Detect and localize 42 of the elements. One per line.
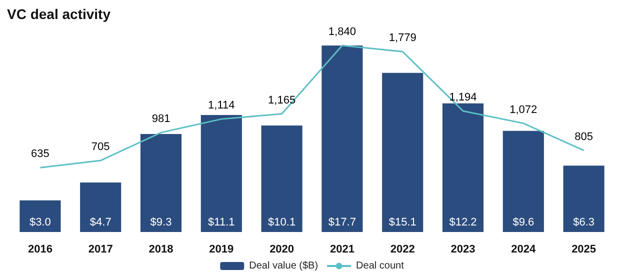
bar [80, 182, 122, 232]
data-label: $15.1 [388, 216, 416, 228]
x-tick-label: 2016 [28, 244, 52, 256]
bar [322, 45, 363, 232]
data-label: 1,840 [328, 26, 356, 38]
data-label: $17.7 [328, 216, 356, 228]
legend-label: Deal count [356, 260, 404, 272]
x-tick-label: 2017 [88, 244, 113, 256]
data-label: $10.1 [268, 216, 296, 228]
bar [140, 134, 182, 232]
x-tick-label: 2022 [390, 244, 415, 256]
bar [261, 126, 302, 232]
data-label: $9.6 [512, 216, 534, 228]
data-label: 1,779 [388, 32, 416, 44]
legend-label: Deal value ($B) [249, 260, 318, 272]
x-tick-label: 2021 [330, 244, 354, 256]
data-label: $12.2 [449, 216, 477, 228]
data-label: 1,072 [510, 104, 538, 116]
chart-title: VC deal activity [7, 6, 111, 22]
x-tick-label: 2018 [148, 244, 174, 256]
x-tick-label: 2019 [209, 244, 234, 256]
x-tick-label: 2024 [511, 244, 537, 256]
bar [442, 103, 484, 232]
bar [563, 166, 604, 232]
x-tick-label: 2023 [450, 244, 476, 256]
bar [20, 200, 61, 232]
data-label: $3.0 [29, 216, 51, 228]
bar [382, 72, 424, 232]
data-label: $9.3 [150, 216, 172, 228]
bar [502, 130, 544, 232]
data-label: 1,194 [449, 91, 477, 104]
data-label: 981 [152, 113, 170, 126]
data-label: $4.7 [90, 216, 112, 228]
bar [200, 115, 242, 232]
data-label: 635 [31, 148, 50, 160]
data-label: $6.3 [573, 216, 595, 228]
data-label: $11.1 [208, 216, 235, 228]
x-tick-label: 2020 [270, 244, 294, 256]
data-label: 1,114 [208, 100, 235, 112]
data-label: 805 [574, 130, 593, 143]
x-tick-label: 2025 [572, 244, 596, 256]
data-label: 705 [91, 141, 110, 154]
